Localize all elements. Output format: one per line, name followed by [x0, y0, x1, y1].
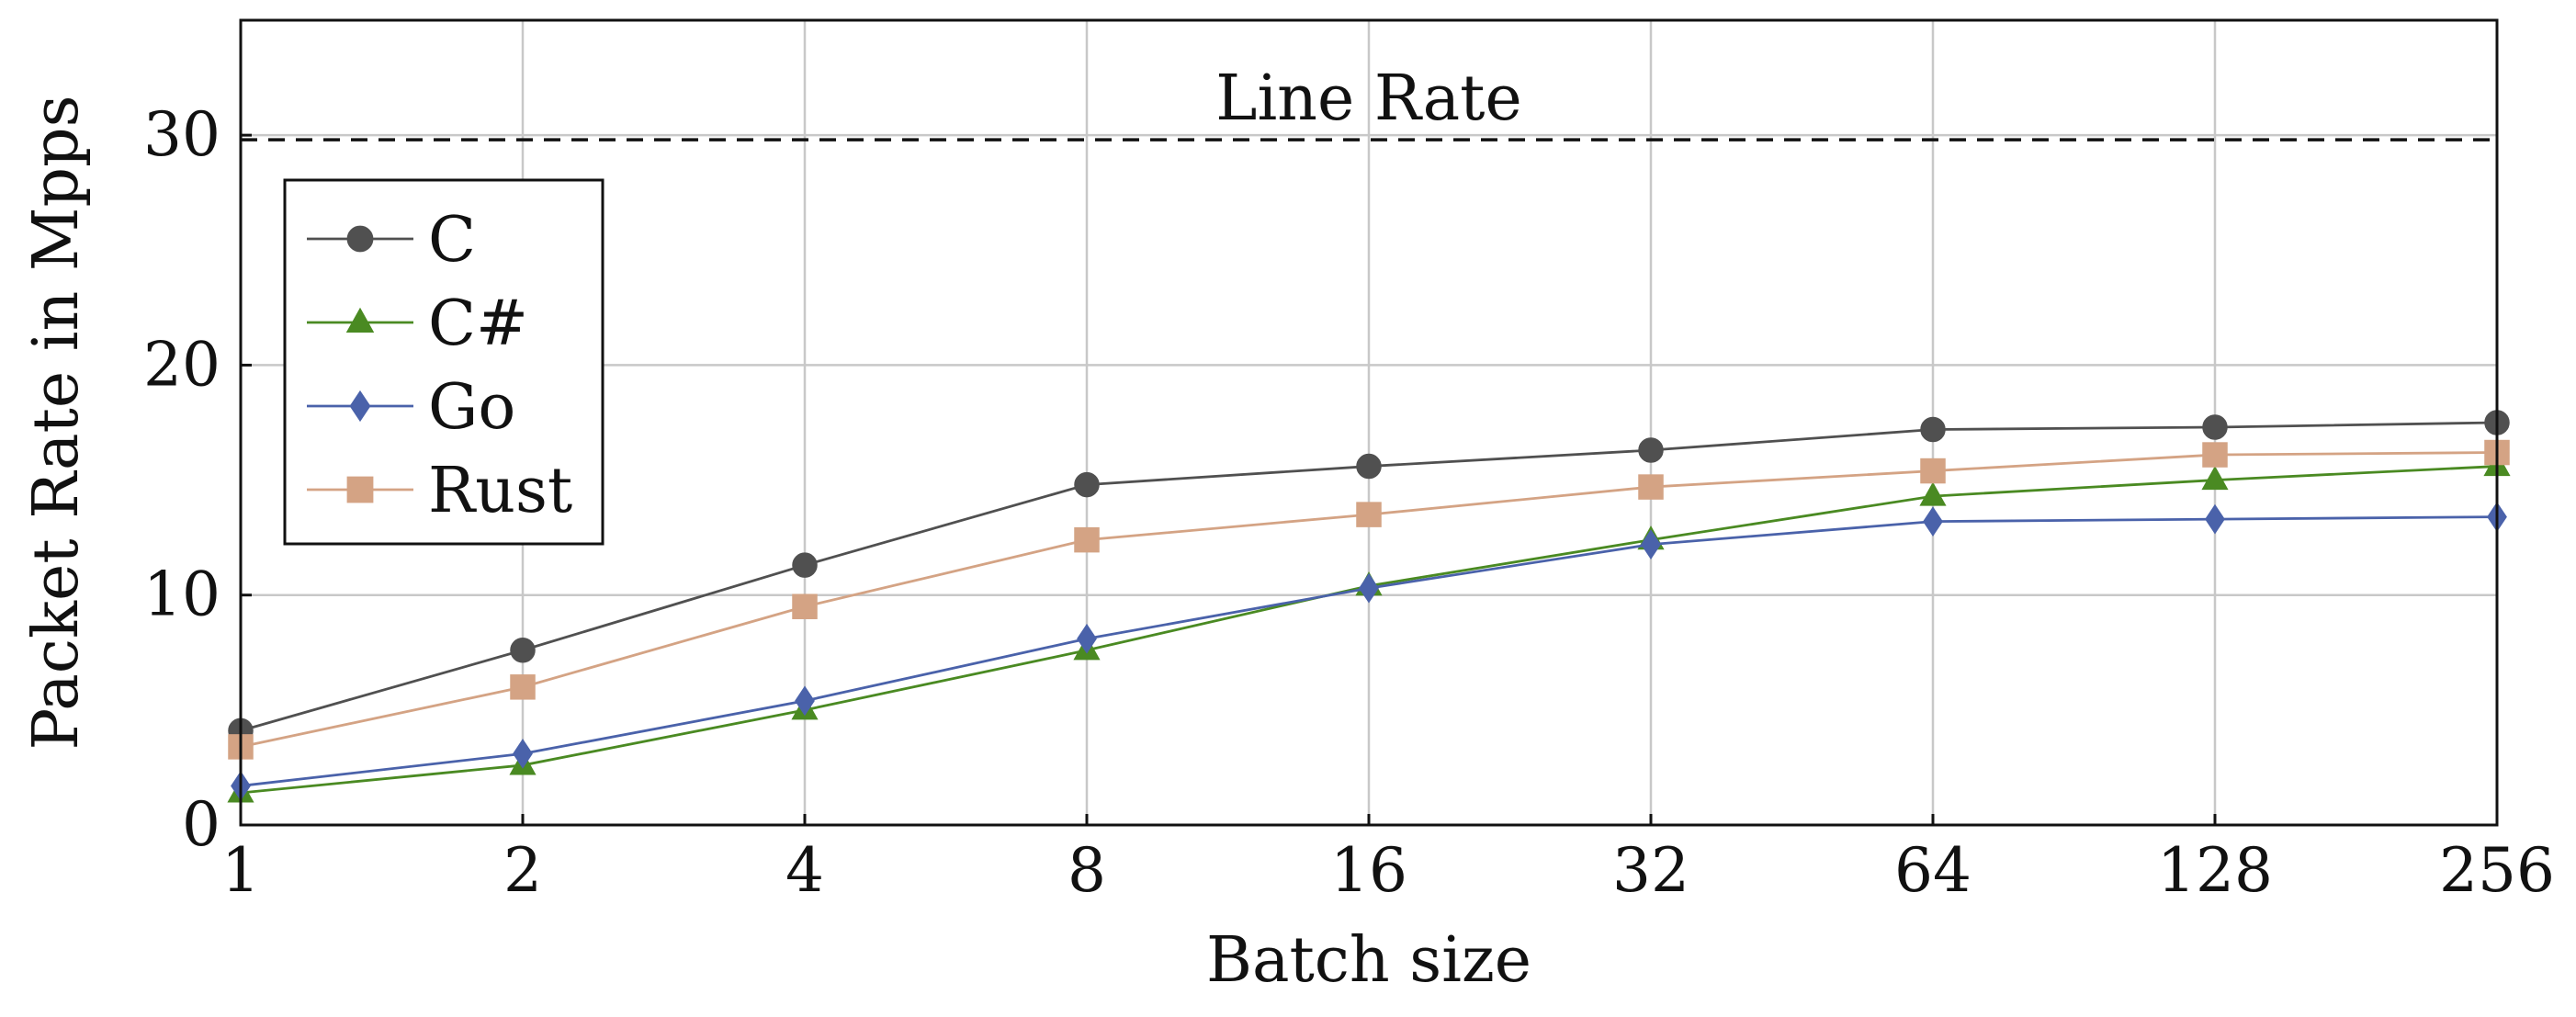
x-tick-label: 128 — [2157, 835, 2273, 906]
x-axis-ticks: 1 2 4 8 16 32 64 128 256 — [221, 814, 2555, 906]
data-point-go — [513, 739, 533, 769]
legend-marker-rust — [346, 476, 374, 503]
x-tick-label: 32 — [1612, 835, 1689, 906]
legend-label-rust: Rust — [428, 455, 572, 527]
x-tick-label: 2 — [503, 835, 542, 906]
series-go — [231, 502, 2507, 801]
data-point-rust — [1074, 526, 1100, 553]
data-point-go — [1923, 506, 1943, 537]
series-c — [228, 410, 2510, 744]
data-point-c — [2202, 414, 2228, 440]
reference-line-group: Line Rate — [241, 62, 2497, 141]
data-point-go — [1359, 572, 1379, 604]
legend-box — [283, 178, 604, 546]
data-point-go — [795, 685, 815, 717]
x-tick-label: 256 — [2439, 835, 2555, 906]
x-tick-label: 64 — [1894, 835, 1972, 906]
data-point-c-sharp — [2201, 466, 2229, 491]
y-tick-label: 10 — [143, 559, 220, 630]
line-rate-label: Line Rate — [1215, 62, 1521, 135]
y-tick-label: 30 — [143, 99, 220, 170]
legend-marker-c-sharp — [345, 307, 375, 333]
legend-item-rust: Rust — [307, 455, 572, 527]
data-point-go — [1641, 529, 1661, 560]
y-axis-label: Packet Rate in Mpps — [20, 96, 93, 751]
data-point-go — [1077, 623, 1097, 654]
data-point-rust — [792, 593, 818, 619]
y-axis-ticks: 0 10 20 30 — [143, 99, 252, 860]
data-point-c — [1920, 416, 1946, 443]
x-tick-label: 8 — [1068, 835, 1106, 906]
series-group — [227, 410, 2511, 803]
x-tick-label: 16 — [1330, 835, 1407, 906]
data-point-c-sharp — [1919, 481, 1947, 506]
x-tick-label: 1 — [221, 835, 260, 906]
legend-item-c: C — [307, 204, 476, 277]
data-point-c — [1074, 471, 1100, 498]
data-point-rust — [1638, 474, 1664, 500]
data-point-c — [510, 638, 536, 663]
legend-item-go: Go — [307, 371, 515, 444]
legend-label-c: C — [428, 204, 476, 277]
x-axis-label: Batch size — [1206, 924, 1531, 997]
legend-marker-go — [349, 390, 371, 423]
y-tick-label: 20 — [143, 329, 220, 400]
data-point-c — [1638, 437, 1664, 463]
data-point-rust — [2202, 442, 2228, 468]
y-tick-label: 0 — [182, 789, 220, 860]
legend-item-c-sharp: C# — [307, 288, 528, 360]
data-point-rust — [1920, 458, 1946, 484]
data-point-rust — [1356, 502, 1382, 527]
legend-label-c-sharp: C# — [428, 288, 528, 360]
legend-label-go: Go — [428, 371, 515, 444]
legend: C C# Go Rust — [283, 178, 604, 546]
data-point-rust — [510, 674, 536, 700]
data-point-go — [2205, 503, 2225, 535]
legend-marker-c — [346, 225, 374, 253]
x-tick-label: 4 — [785, 835, 824, 906]
data-point-c — [792, 552, 818, 578]
data-point-c — [1356, 453, 1382, 480]
